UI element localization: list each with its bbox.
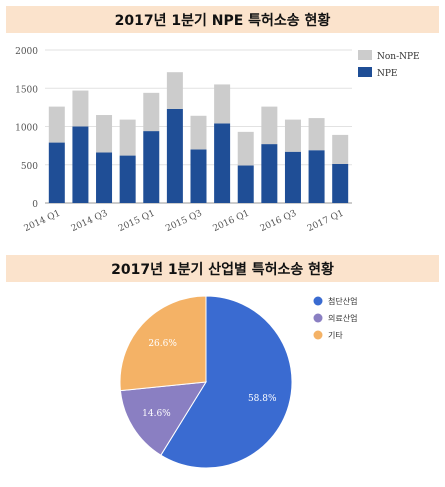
bar-non-npe-2016-Q3 (284, 119, 301, 152)
legend-label: 의료산업 (328, 313, 357, 323)
bar-npe-2014-Q4 (119, 155, 136, 203)
bar-non-npe-2015-Q1 (143, 92, 160, 132)
bar-non-npe-2015-Q4 (214, 84, 231, 124)
bar-non-npe-2014-Q2 (72, 90, 89, 127)
bar-npe-2015-Q4 (214, 123, 231, 203)
bar-chart-title: 2017년 1분기 NPE 특허소송 현황 (6, 6, 439, 33)
bar-non-npe-2014-Q4 (119, 119, 136, 156)
legend-label: NPE (377, 69, 398, 79)
y-tick-label: 0 (32, 200, 38, 210)
bar-npe-2017-Q1 (332, 163, 349, 203)
legend-label: Non-NPE (377, 52, 420, 62)
pie-slice-label: 58.8% (248, 394, 277, 404)
bar-npe-2016-Q1 (237, 165, 254, 203)
pie-slice-의료산업 (119, 381, 207, 456)
legend-dot (313, 296, 323, 306)
bar-npe-2015-Q2 (166, 108, 183, 203)
legend-dot (313, 330, 323, 340)
legend-swatch (358, 67, 372, 77)
y-tick-label: 500 (21, 162, 38, 172)
legend-label: 첨단산업 (328, 296, 357, 306)
bar-npe-2016-Q4 (308, 150, 325, 203)
y-tick-label: 1500 (15, 85, 38, 95)
pie-chart-title: 2017년 1분기 산업별 특허소송 현황 (6, 255, 439, 282)
x-tick-label: 2016 Q3 (259, 209, 299, 235)
x-tick-label: 2016 Q1 (212, 209, 251, 234)
pie-slice-첨단산업 (160, 295, 293, 469)
bar-chart: 0 500 1000 1500 2000 2014 Q1 2014 Q3 2015 Q1 201… (15, 47, 420, 235)
pie-slice-label: 26.6% (148, 339, 177, 349)
pie-slice-label: 14.6% (142, 409, 171, 419)
bar-npe-2014-Q2 (72, 126, 89, 203)
x-tick-label: 2015 Q3 (164, 209, 204, 235)
x-tick-label: 2014 Q3 (70, 209, 110, 235)
x-tick-label: 2017 Q1 (306, 209, 345, 234)
y-tick-label: 1000 (15, 124, 38, 134)
bar-npe-2014-Q3 (96, 152, 113, 203)
bar-npe-2015-Q3 (190, 149, 207, 203)
bar-non-npe-2017-Q1 (332, 134, 349, 164)
bar-non-npe-2014-Q3 (96, 115, 113, 153)
pie-slice-기타 (119, 295, 207, 392)
bar-non-npe-2016-Q2 (261, 106, 278, 145)
bar-non-npe-2016-Q4 (308, 118, 325, 151)
legend-dot (313, 313, 323, 323)
bar-non-npe-2014-Q1 (48, 106, 65, 143)
bar-npe-2014-Q1 (48, 142, 65, 203)
bar-non-npe-2015-Q3 (190, 115, 207, 150)
legend-swatch (358, 50, 372, 60)
bar-non-npe-2015-Q2 (166, 72, 183, 109)
bar-npe-2016-Q2 (261, 144, 278, 203)
bar-non-npe-2016-Q1 (237, 131, 254, 166)
x-tick-label: 2015 Q1 (117, 209, 156, 234)
bar-npe-2016-Q3 (284, 151, 301, 203)
y-tick-label: 2000 (15, 47, 38, 57)
legend-label: 기타 (328, 331, 343, 340)
bar-npe-2015-Q1 (143, 131, 160, 203)
x-tick-label: 2014 Q1 (23, 209, 62, 234)
